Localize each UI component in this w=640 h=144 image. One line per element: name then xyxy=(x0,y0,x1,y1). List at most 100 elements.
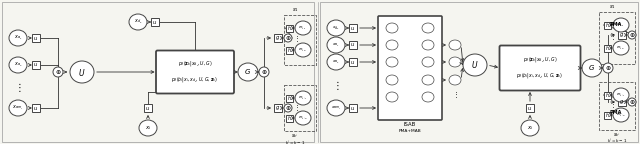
Ellipse shape xyxy=(582,59,602,77)
Text: $\oplus$: $\oplus$ xyxy=(260,68,268,76)
Bar xyxy=(599,82,635,130)
Ellipse shape xyxy=(9,100,27,116)
Ellipse shape xyxy=(295,111,311,125)
Bar xyxy=(2,2,314,142)
Text: $e_{s_{k',1}}$: $e_{s_{k',1}}$ xyxy=(616,91,626,98)
Text: $u$: $u$ xyxy=(351,41,356,49)
Ellipse shape xyxy=(53,67,63,77)
Ellipse shape xyxy=(386,75,398,85)
Bar xyxy=(285,114,292,122)
Text: $e_{s_{1,N}}$: $e_{s_{1,N}}$ xyxy=(616,44,626,52)
Text: $u$: $u$ xyxy=(145,105,150,111)
Bar xyxy=(144,104,152,112)
Ellipse shape xyxy=(521,120,539,136)
Text: $e_{s_{1,N}}$: $e_{s_{1,N}}$ xyxy=(298,47,308,54)
Ellipse shape xyxy=(238,63,258,81)
Text: $G$: $G$ xyxy=(588,64,596,72)
Bar xyxy=(526,104,534,112)
Text: $x_{a_1}$: $x_{a_1}$ xyxy=(14,34,22,42)
Text: $\oplus$: $\oplus$ xyxy=(54,68,61,76)
Text: $\oplus$: $\oplus$ xyxy=(628,98,636,106)
Text: $\vdots$: $\vdots$ xyxy=(332,78,340,91)
Ellipse shape xyxy=(613,41,629,55)
Ellipse shape xyxy=(613,18,629,32)
Text: $h$: $h$ xyxy=(287,24,291,32)
Bar xyxy=(32,34,40,42)
Text: $p_\theta(b_i|x_i, x_{d_k}, U, G, \mathbf{z}_k)$: $p_\theta(b_i|x_i, x_{d_k}, U, G, \mathb… xyxy=(172,75,219,85)
Ellipse shape xyxy=(386,57,398,67)
Ellipse shape xyxy=(259,67,269,77)
Text: $x_{d_k}$: $x_{d_k}$ xyxy=(332,24,340,32)
Bar xyxy=(274,104,282,112)
Text: $h$: $h$ xyxy=(287,94,291,102)
Ellipse shape xyxy=(422,57,434,67)
Text: $\oplus$: $\oplus$ xyxy=(285,104,291,112)
Ellipse shape xyxy=(129,14,147,30)
Text: $p_\theta(\mathbf{z}_k|x_{d_k}, U, G)$: $p_\theta(\mathbf{z}_k|x_{d_k}, U, G)$ xyxy=(178,59,212,69)
Text: $g$: $g$ xyxy=(620,31,625,39)
Text: $s_{k'}$: $s_{k'}$ xyxy=(613,131,621,139)
Ellipse shape xyxy=(327,100,345,116)
Text: ISAB: ISAB xyxy=(404,123,416,127)
Text: $g$: $g$ xyxy=(620,98,625,106)
Text: $e_{s_{k',N}}$: $e_{s_{k',N}}$ xyxy=(616,111,626,119)
Bar xyxy=(32,104,40,112)
Ellipse shape xyxy=(139,120,157,136)
Text: $x_{a_1}$: $x_{a_1}$ xyxy=(332,41,340,49)
Text: $\vdots$: $\vdots$ xyxy=(609,32,615,42)
Bar xyxy=(604,44,611,52)
Text: $u$: $u$ xyxy=(351,24,356,32)
Bar xyxy=(285,94,292,102)
Text: $\vdots$: $\vdots$ xyxy=(452,90,458,100)
Bar xyxy=(604,21,611,29)
Bar xyxy=(599,12,635,64)
Ellipse shape xyxy=(284,104,292,112)
Bar xyxy=(284,85,316,131)
Bar xyxy=(284,15,316,65)
Ellipse shape xyxy=(327,54,345,70)
Text: $\vdots$: $\vdots$ xyxy=(14,82,22,94)
Text: $e_{s_{k',1}}$: $e_{s_{k',1}}$ xyxy=(298,94,308,102)
Bar xyxy=(274,34,282,42)
Text: $h$: $h$ xyxy=(605,21,609,29)
Ellipse shape xyxy=(386,40,398,50)
Text: $h$: $h$ xyxy=(605,111,609,119)
Text: $e_{s_{1,1}}$: $e_{s_{1,1}}$ xyxy=(616,21,625,29)
Bar xyxy=(618,98,626,106)
Text: $x_{d_k}$: $x_{d_k}$ xyxy=(134,18,142,26)
Text: $u$: $u$ xyxy=(351,58,356,66)
Text: $s_{k'}$: $s_{k'}$ xyxy=(291,132,299,140)
Text: $x_i$: $x_i$ xyxy=(145,124,151,132)
Ellipse shape xyxy=(449,40,461,50)
Text: $u$: $u$ xyxy=(33,35,38,41)
Ellipse shape xyxy=(628,31,636,39)
Bar xyxy=(349,58,357,66)
Text: $x_{a_2}$: $x_{a_2}$ xyxy=(14,61,22,69)
FancyBboxPatch shape xyxy=(378,16,442,120)
Text: $h$: $h$ xyxy=(287,114,291,122)
Ellipse shape xyxy=(327,37,345,53)
Text: $g$: $g$ xyxy=(275,34,280,42)
Ellipse shape xyxy=(422,75,434,85)
Text: $k' = k-1$: $k' = k-1$ xyxy=(285,139,305,144)
Text: $p_\theta(b_i|x_i, x_{d_k}, U, G, \mathbf{z}_k)$: $p_\theta(b_i|x_i, x_{d_k}, U, G, \mathb… xyxy=(516,71,564,80)
FancyBboxPatch shape xyxy=(499,46,580,90)
Text: $x_{am_i}$: $x_{am_i}$ xyxy=(331,105,341,111)
Text: PMA+MAB: PMA+MAB xyxy=(399,129,421,133)
Text: $e_{s_{1,1}}$: $e_{s_{1,1}}$ xyxy=(298,24,307,32)
Bar xyxy=(151,18,159,26)
Text: $h$: $h$ xyxy=(605,44,609,52)
Bar xyxy=(618,31,626,39)
Text: $k' = k-1$: $k' = k-1$ xyxy=(607,138,627,144)
Ellipse shape xyxy=(613,108,629,122)
Text: $\oplus$: $\oplus$ xyxy=(628,31,636,39)
Text: $g$: $g$ xyxy=(275,104,280,112)
Ellipse shape xyxy=(295,91,311,105)
Ellipse shape xyxy=(386,92,398,102)
Text: $\oplus$: $\oplus$ xyxy=(605,64,611,72)
Ellipse shape xyxy=(9,57,27,73)
Text: $\vdots$: $\vdots$ xyxy=(293,103,299,113)
Bar xyxy=(349,41,357,49)
Text: $\vdots$: $\vdots$ xyxy=(609,100,615,110)
Text: $U$: $U$ xyxy=(471,59,479,71)
